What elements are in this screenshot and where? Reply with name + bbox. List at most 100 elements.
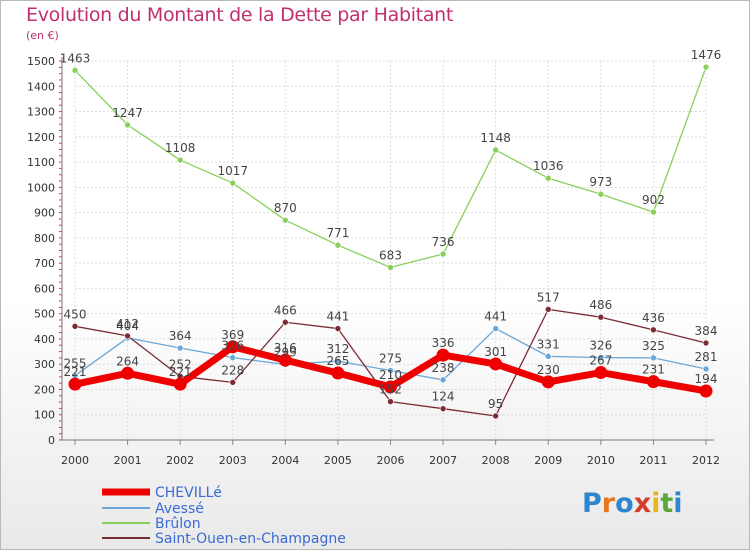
data-point xyxy=(646,375,660,389)
data-label: 299 xyxy=(274,345,297,359)
data-label: 973 xyxy=(589,175,612,189)
data-label: 231 xyxy=(642,363,665,377)
x-tick-label: 2004 xyxy=(271,454,299,467)
data-point xyxy=(229,379,237,386)
y-tick-label: 200 xyxy=(34,383,55,396)
data-point xyxy=(278,353,292,367)
data-point xyxy=(541,375,555,389)
data-point xyxy=(71,322,79,330)
data-point xyxy=(439,376,447,384)
data-label: 152 xyxy=(379,383,402,397)
data-label: 301 xyxy=(484,345,507,359)
data-label: 238 xyxy=(432,361,455,375)
data-label: 264 xyxy=(116,354,139,368)
data-point xyxy=(384,380,397,394)
data-label: 221 xyxy=(169,365,192,379)
logo-letter: i xyxy=(673,488,683,519)
data-point xyxy=(492,325,499,332)
series-lines xyxy=(68,63,713,420)
data-label: 1148 xyxy=(480,131,511,145)
logo-letter: t xyxy=(660,488,674,519)
data-point xyxy=(492,412,499,420)
data-point xyxy=(544,306,552,313)
y-tick-label: 1300 xyxy=(27,106,55,119)
data-label: 331 xyxy=(537,337,560,351)
data-point xyxy=(124,332,131,340)
data-point xyxy=(597,190,605,198)
data-label: 771 xyxy=(326,226,349,240)
data-label: 336 xyxy=(432,336,455,350)
x-tick-label: 2012 xyxy=(692,454,720,467)
x-tick-label: 2008 xyxy=(482,454,510,467)
legend-label: Brûlon xyxy=(155,516,201,532)
data-label: 902 xyxy=(642,193,665,207)
data-point xyxy=(226,340,240,354)
data-point xyxy=(650,208,657,216)
data-point xyxy=(597,354,605,361)
x-tick-label: 2003 xyxy=(219,454,247,467)
data-label: 1017 xyxy=(217,164,248,178)
data-label: 404 xyxy=(116,319,139,333)
data-label: 326 xyxy=(221,339,244,353)
y-tick-label: 0 xyxy=(48,434,55,447)
logo-letter: x xyxy=(633,488,652,519)
x-tick-label: 2001 xyxy=(114,454,142,467)
y-tick-label: 1000 xyxy=(27,181,55,194)
data-label: 486 xyxy=(589,298,612,312)
logo-letter: i xyxy=(651,488,661,519)
data-point xyxy=(71,67,79,74)
x-tick-label: 2000 xyxy=(61,454,89,467)
data-label: 210 xyxy=(379,368,402,382)
data-point xyxy=(229,354,237,361)
legend-label: Saint-Ouen-en-Champagne xyxy=(155,531,346,547)
data-label: 683 xyxy=(379,248,402,262)
data-label: 124 xyxy=(432,390,455,404)
data-label: 275 xyxy=(379,352,402,366)
data-point xyxy=(489,357,503,371)
data-label: 325 xyxy=(642,339,665,353)
unit-label: (en €) xyxy=(26,29,59,42)
chart-title: Evolution du Montant de la Dette par Hab… xyxy=(26,4,454,26)
x-tick-label: 2005 xyxy=(324,454,352,467)
data-point xyxy=(387,367,394,374)
data-label: 1463 xyxy=(60,51,91,65)
y-tick-label: 600 xyxy=(34,282,55,295)
x-tick-label: 2009 xyxy=(534,454,562,467)
data-point xyxy=(229,179,237,187)
data-point xyxy=(176,156,184,164)
legend-label: CHEVILLé xyxy=(155,485,222,501)
data-label: 312 xyxy=(326,342,349,356)
data-point xyxy=(702,63,710,71)
data-point xyxy=(597,313,605,321)
legend-label: Avessé xyxy=(155,501,204,517)
data-label: 316 xyxy=(274,341,297,355)
data-label: 870 xyxy=(274,201,297,215)
data-point xyxy=(436,348,450,362)
y-tick-label: 100 xyxy=(34,409,55,422)
x-tick-label: 2006 xyxy=(377,454,405,467)
data-point xyxy=(387,264,394,271)
data-point xyxy=(331,366,345,380)
axes: 0 100 200 300 400 500 600 700 800 900 1000 1100 1200… xyxy=(27,55,720,467)
y-tick-label: 1100 xyxy=(27,156,55,169)
y-tick-label: 300 xyxy=(34,358,55,371)
data-label: 384 xyxy=(695,324,718,338)
data-point xyxy=(173,377,187,391)
data-point xyxy=(544,174,552,182)
x-tick-label: 2010 xyxy=(587,454,615,467)
data-point xyxy=(334,325,342,332)
data-point xyxy=(121,366,135,380)
data-label: 267 xyxy=(589,354,612,368)
data-label: 252 xyxy=(169,357,192,371)
data-point xyxy=(387,398,394,405)
y-tick-label: 900 xyxy=(34,207,55,220)
data-point xyxy=(124,121,131,129)
data-label: 364 xyxy=(169,329,192,343)
data-label: 1108 xyxy=(165,141,196,155)
data-label: 517 xyxy=(537,290,560,304)
data-label: 441 xyxy=(484,310,507,324)
data-point xyxy=(702,365,710,373)
y-tick-label: 700 xyxy=(34,257,55,270)
